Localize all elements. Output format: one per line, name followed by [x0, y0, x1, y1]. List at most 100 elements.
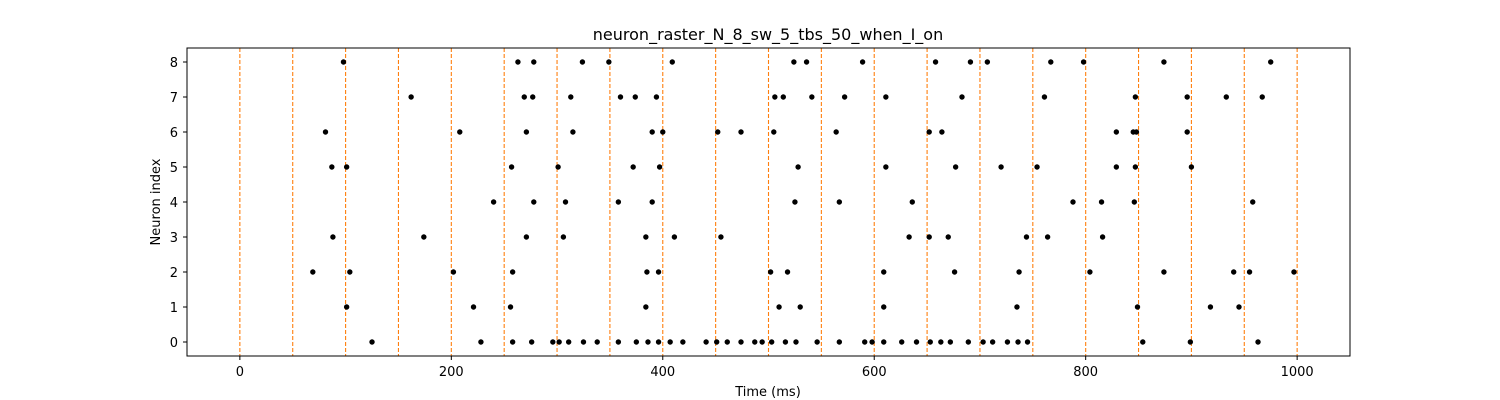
spike-marker — [1113, 129, 1120, 135]
spike-marker — [899, 339, 905, 345]
spike-marker — [926, 129, 932, 135]
spike-marker — [768, 339, 775, 345]
spike-marker — [909, 199, 915, 205]
spike-marker — [859, 59, 866, 65]
spike-marker — [1023, 234, 1030, 240]
spike-marker — [967, 59, 974, 65]
y-axis-ticks: 0 1 2 3 4 5 6 7 8 — [170, 56, 187, 351]
spike-marker — [792, 199, 798, 205]
spike-marker — [1004, 339, 1011, 345]
spike-marker — [530, 94, 536, 100]
spike-marker — [752, 339, 758, 345]
spike-marker — [669, 59, 675, 65]
spike-marker — [1187, 339, 1194, 345]
spike-marker — [660, 129, 666, 135]
spike-marker — [470, 304, 477, 310]
spike-marker — [667, 339, 673, 345]
spike-marker — [656, 164, 663, 170]
spike-marker — [509, 269, 516, 275]
spike-marker — [784, 269, 791, 275]
spike-marker — [836, 199, 843, 205]
x-tick-label: 600 — [862, 365, 887, 380]
spike-marker — [594, 339, 600, 345]
spike-marker — [508, 164, 515, 170]
spike-marker — [617, 94, 624, 100]
spike-marker — [649, 199, 655, 205]
spike-marker — [1161, 269, 1167, 275]
spike-marker — [1034, 164, 1040, 170]
spike-marker — [655, 339, 662, 345]
spike-marker — [421, 234, 427, 240]
spike-marker — [555, 164, 561, 170]
spike-marker — [1236, 304, 1242, 310]
spike-marker — [1132, 164, 1139, 170]
spike-marker — [938, 339, 944, 345]
spike-marker — [643, 304, 649, 310]
spike-marker — [615, 199, 622, 205]
spike-marker — [1184, 129, 1190, 135]
spike-marker — [797, 304, 803, 310]
spike-marker — [562, 199, 569, 205]
x-tick-label: 1000 — [1281, 365, 1314, 380]
spike-marker — [655, 269, 662, 275]
spike-marker — [556, 339, 562, 345]
spike-marker — [1231, 269, 1237, 275]
spike-marker — [906, 234, 912, 240]
spike-marker — [1015, 339, 1021, 345]
spike-marker — [340, 59, 347, 65]
spike-marker — [984, 59, 991, 65]
spike-marker — [1041, 94, 1048, 100]
spike-marker — [568, 94, 574, 100]
spike-marker — [369, 339, 375, 345]
spike-marker — [653, 94, 660, 100]
chart-title: neuron_raster_N_8_sw_5_tbs_50_when_I_on — [593, 25, 943, 45]
x-axis-label: Time (ms) — [734, 385, 801, 400]
spike-marker — [881, 339, 887, 345]
spike-marker — [1250, 199, 1256, 205]
spike-marker — [1133, 129, 1140, 135]
spike-marker — [507, 304, 514, 310]
spike-marker — [809, 94, 815, 100]
spike-marker — [633, 339, 640, 345]
spike-marker — [1255, 339, 1261, 345]
spike-marker — [881, 269, 887, 275]
spike-marker — [959, 94, 965, 100]
x-tick-label: 400 — [650, 365, 675, 380]
spike-marker — [343, 304, 350, 310]
spike-marker — [523, 129, 530, 135]
spike-marker — [515, 59, 521, 65]
spike-marker — [718, 234, 724, 240]
y-tick-label: 2 — [170, 266, 178, 281]
spike-marker — [836, 339, 843, 345]
spike-marker — [952, 164, 959, 170]
spike-marker — [680, 339, 686, 345]
spike-marker — [1188, 164, 1195, 170]
spike-marker — [570, 129, 576, 135]
time-bin-lines — [239, 48, 1298, 356]
spike-marker — [329, 164, 335, 170]
spike-marker — [947, 339, 954, 345]
spike-marker — [649, 129, 655, 135]
spike-marker — [330, 234, 336, 240]
spike-marker — [457, 129, 463, 135]
y-tick-label: 5 — [170, 161, 178, 176]
spike-marker — [1014, 304, 1020, 310]
spike-marker — [862, 339, 868, 345]
spike-marker — [795, 164, 801, 170]
spike-marker — [782, 339, 789, 345]
spike-marker — [478, 339, 484, 345]
y-tick-label: 0 — [170, 336, 178, 351]
spike-marker — [560, 234, 567, 240]
spike-marker — [1131, 199, 1138, 205]
spike-marker — [926, 234, 932, 240]
spike-marker — [408, 94, 414, 100]
spike-marker — [643, 234, 649, 240]
spike-marker — [1259, 94, 1265, 100]
spike-marker — [1140, 339, 1146, 345]
spike-marker — [509, 339, 516, 345]
spike-marker — [715, 129, 721, 135]
spike-marker — [989, 339, 996, 345]
spike-marker — [881, 304, 887, 310]
spike-marker — [724, 339, 730, 345]
